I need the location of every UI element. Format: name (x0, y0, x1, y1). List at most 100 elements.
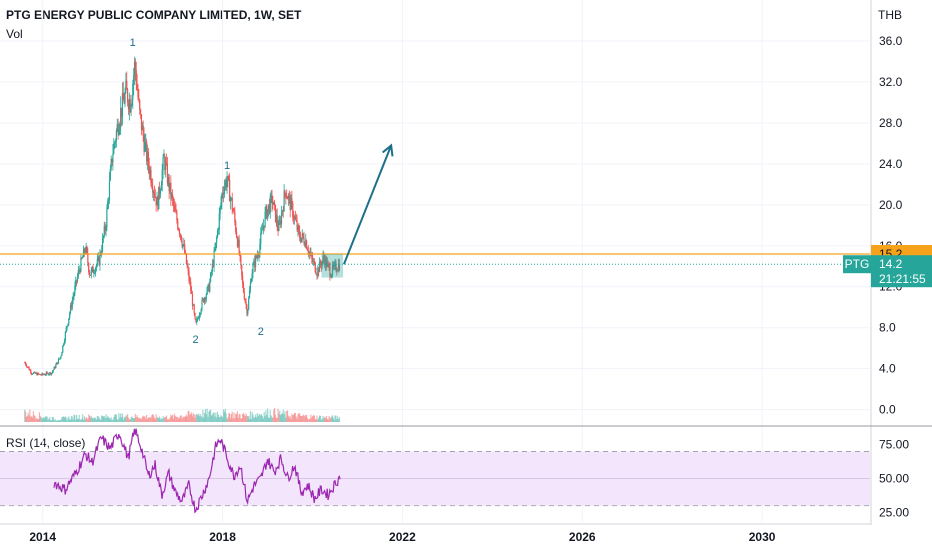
candle-body (286, 197, 289, 200)
candle-body (178, 230, 181, 235)
candle (318, 257, 321, 273)
volume-bar (171, 415, 173, 422)
wave-label: 2 (258, 326, 264, 338)
candle-body (81, 257, 83, 259)
candle-body (159, 186, 161, 195)
candle (104, 222, 106, 235)
candle-body (208, 284, 210, 292)
volume-bar (196, 413, 198, 422)
candle (322, 250, 324, 265)
candle (119, 121, 121, 136)
candle-body (189, 280, 191, 282)
candle-body (337, 263, 340, 271)
candle-body (32, 372, 34, 374)
candle-body (297, 225, 299, 231)
volume-bar (74, 415, 76, 422)
candle-body (86, 246, 88, 254)
candle-body (25, 364, 28, 367)
volume-bar (318, 417, 320, 422)
candle (131, 94, 133, 107)
candle (82, 255, 84, 259)
candle-body (59, 357, 61, 359)
candle (93, 268, 95, 278)
volume-bar (308, 418, 310, 422)
volume-bar (230, 414, 232, 422)
candle-body (216, 237, 218, 243)
candle (27, 366, 29, 369)
candle-body (277, 225, 279, 231)
candle (262, 218, 264, 235)
volume-bar (286, 410, 289, 422)
candle (261, 224, 263, 235)
volume-bar (301, 416, 303, 422)
volume-bar (146, 414, 148, 422)
volume-bar (148, 417, 150, 422)
volume-bar (114, 414, 116, 422)
candle-body (258, 254, 260, 257)
candle (69, 311, 71, 321)
candle-body (192, 304, 194, 306)
candle-body (152, 187, 154, 193)
volume-bar (226, 418, 228, 422)
candle (99, 249, 101, 271)
candle (155, 197, 157, 212)
candle (74, 281, 76, 296)
candle (177, 218, 179, 231)
candle-body (242, 283, 245, 293)
candle-body (283, 190, 285, 212)
volume-bar (304, 416, 306, 422)
candle (123, 92, 125, 105)
volume-bar (87, 418, 89, 422)
volume-bar (37, 419, 39, 422)
candle (283, 183, 285, 212)
candle-body (161, 170, 163, 186)
volume-bar (285, 417, 287, 422)
candle-body (191, 293, 194, 306)
volume-bar (278, 413, 280, 422)
candle (32, 372, 34, 375)
candle (118, 123, 120, 136)
volume-bar (162, 416, 164, 422)
candle-body (173, 205, 175, 207)
candle-body (61, 352, 63, 356)
candle (208, 282, 210, 292)
volume-bar (35, 419, 37, 422)
volume-bar (83, 416, 85, 422)
volume-bar (178, 418, 180, 422)
volume-bar (115, 414, 117, 422)
volume-bar (205, 414, 207, 422)
volume-bar (217, 414, 220, 422)
volume-bar (283, 414, 285, 422)
candle-body (169, 182, 171, 192)
candle-body (170, 182, 172, 198)
candle (300, 237, 303, 243)
volume-bar (126, 416, 128, 422)
volume-bar (299, 413, 301, 422)
volume-bar (158, 417, 160, 422)
candle (240, 255, 242, 269)
volume-bar (307, 419, 309, 422)
volume-bar (298, 413, 300, 422)
candle (236, 235, 239, 249)
candle-body (328, 264, 330, 267)
candle-body (134, 61, 137, 71)
candle-body (285, 193, 287, 198)
candle (133, 68, 135, 96)
candle (275, 209, 277, 227)
candle-body (152, 191, 155, 193)
volume-bar (30, 416, 32, 422)
candle (316, 273, 318, 280)
candle-body (144, 142, 146, 152)
rsi-label[interactable]: RSI (14, close) (6, 436, 86, 450)
volume-label[interactable]: Vol (6, 27, 23, 41)
symbol-tag (843, 255, 871, 274)
volume-bar (33, 415, 35, 422)
candle (273, 201, 275, 206)
candle-body (101, 237, 104, 251)
candle-body (338, 263, 341, 270)
volume-bar (299, 415, 302, 422)
candle (291, 190, 293, 210)
volume-bar (52, 416, 54, 422)
candle (115, 128, 117, 148)
